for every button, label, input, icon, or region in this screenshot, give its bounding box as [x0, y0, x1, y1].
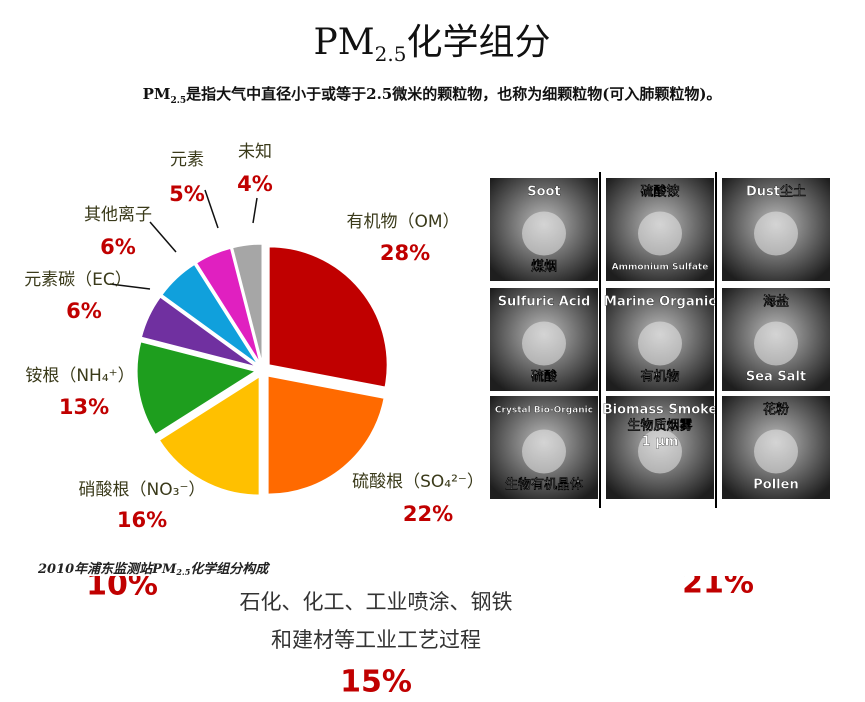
photo-grid: Soot 煤烟 硫酸铵 Ammonium Sulfate Dust尘土 Sulfuric …	[484, 168, 846, 510]
particle	[754, 211, 798, 256]
slice-label: 硫酸根（SO₄²⁻）	[352, 472, 484, 492]
particle	[522, 429, 566, 474]
slice-value: 13%	[59, 395, 109, 419]
photo-label: 硫酸铵	[640, 184, 679, 200]
bg-line: 和建材等工业工艺过程	[271, 628, 481, 652]
slice-value: 22%	[403, 502, 453, 526]
subtitle-rest: 是指大气中直径小于或等于2.5微米的颗粒物，也称为细颗粒物(可入肺颗粒物)。	[185, 85, 721, 103]
slice-value: 5%	[169, 182, 205, 206]
slice-label: 元素	[170, 150, 204, 170]
photo-label: Soot	[527, 185, 560, 200]
slice-label: 有机物（OM）	[346, 212, 459, 232]
photo-label: 海盐	[763, 294, 789, 310]
subtitle: PM2.5是指大气中直径小于或等于2.5微米的颗粒物，也称为细颗粒物(可入肺颗粒…	[143, 85, 722, 106]
photo-label: Crystal Bio-Organic	[495, 406, 593, 416]
photo-label: 1 μm	[642, 435, 679, 450]
photo-label: Dust尘土	[746, 184, 806, 200]
photo-label: Marine Organic	[604, 295, 716, 310]
pie-slice	[136, 341, 257, 436]
photo-label: 花粉	[763, 402, 789, 418]
slice-label: 铵根（NH₄⁺）	[25, 366, 134, 386]
particle	[754, 321, 798, 366]
pie-slice	[158, 376, 260, 496]
particle	[522, 211, 566, 256]
bg-value: 15%	[340, 665, 412, 700]
particle	[638, 321, 682, 366]
subtitle-sub: 2.5	[170, 96, 186, 106]
title-rest: 化学组分	[406, 22, 550, 63]
leader-line	[149, 221, 177, 253]
photo-label: Pollen	[753, 478, 798, 493]
slice-label: 未知	[238, 142, 272, 162]
slice-label: 元素碳（EC）	[24, 270, 132, 290]
pie: 有机物（OM） 28% 硫酸根（SO₄²⁻） 22% 硝酸根（NO₃⁻） 16% 铵根（NH…	[24, 142, 484, 532]
slice-value: 16%	[117, 508, 167, 532]
pie-slice	[267, 375, 385, 495]
photo-label: 生物有机晶体	[505, 477, 584, 493]
title: PM2.5化学组分	[314, 22, 551, 66]
caption-rest: 化学组分构成	[190, 561, 270, 577]
pie-slice	[161, 263, 258, 365]
title-sub: 2.5	[375, 42, 407, 66]
slice-value: 28%	[380, 241, 430, 265]
mask	[0, 540, 865, 576]
pie-slice	[140, 296, 257, 368]
photo-label: 有机物	[640, 369, 679, 385]
photo-label: Ammonium Sulfate	[612, 263, 709, 273]
slice-value: 6%	[100, 235, 136, 259]
title-main: PM	[314, 22, 375, 63]
leader-line	[204, 189, 219, 229]
particle	[754, 429, 798, 474]
photo-label: Sea Salt	[746, 370, 806, 385]
subtitle-main: PM	[143, 85, 171, 103]
photo-label: 煤烟	[531, 259, 557, 275]
photo-label: 硫酸	[531, 369, 558, 385]
slice-value: 6%	[66, 299, 102, 323]
leader-line	[252, 197, 258, 224]
caption-main: 2010年浦东监测站PM	[37, 561, 177, 577]
particle	[522, 321, 566, 366]
caption: 2010年浦东监测站PM2.5化学组分构成	[37, 561, 270, 578]
particle	[638, 211, 682, 256]
slice-label: 硝酸根（NO₃⁻）	[79, 480, 206, 500]
pie-slice	[195, 247, 261, 363]
particle	[638, 429, 682, 474]
photo-label: Biomass Smoke	[603, 403, 718, 418]
leader-line	[109, 283, 151, 290]
photo-label: Sulfuric Acid	[498, 295, 591, 310]
caption-sub: 2.5	[175, 567, 190, 577]
slice-value: 4%	[237, 172, 273, 196]
pie-slice	[268, 246, 388, 388]
background-text: 10% 21% 石化、化工、工业喷涂、钢铁 和建材等工业工艺过程 15%	[0, 540, 865, 700]
photo-label: 生物质烟雾	[627, 418, 693, 434]
pie-slice	[232, 243, 263, 363]
slice-label: 其他离子	[84, 205, 152, 225]
bg-line: 石化、化工、工业喷涂、钢铁	[240, 590, 513, 614]
